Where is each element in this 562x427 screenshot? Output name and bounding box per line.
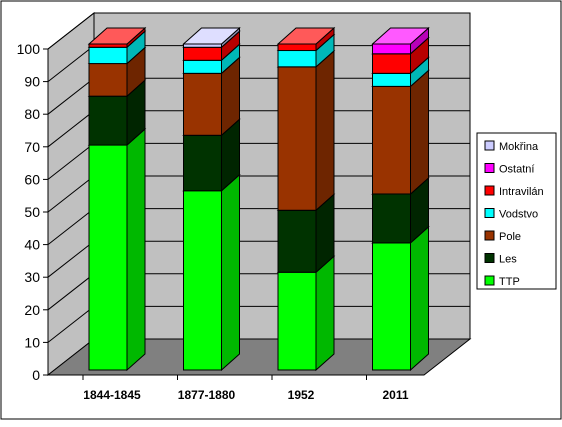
bar-segment: [182, 26, 241, 49]
y-axis-ticks: 0 10 20 30 40 50 60 70 80 90 100: [17, 41, 48, 383]
gridline: [47, 12, 470, 50]
bar-front: [88, 46, 128, 65]
legend-label: Intravilán: [499, 186, 544, 198]
y-tick-label: 60: [24, 171, 40, 187]
bar-top: [371, 27, 430, 45]
legend-swatch: [484, 230, 495, 241]
legend-label: TTP: [499, 276, 520, 288]
legend-swatch: [484, 208, 495, 218]
bar-stack: [87, 26, 147, 372]
bar-side: [126, 127, 146, 372]
bar-segment: [371, 225, 430, 372]
bar-front: [277, 209, 317, 273]
bar-front: [183, 72, 222, 136]
y-tick-label: 90: [24, 74, 40, 90]
legend-item: Pole: [484, 230, 521, 243]
bar-stack: [276, 26, 336, 372]
y-tick-label: 20: [24, 302, 40, 318]
y-tick-label: 10: [24, 334, 40, 350]
legend-label: Pole: [499, 231, 521, 243]
bar-front: [277, 43, 317, 52]
legend-item: TTP: [484, 275, 520, 288]
bar-segment: [276, 26, 336, 52]
legend-swatch: [484, 185, 495, 196]
bar-segment: [87, 26, 147, 49]
bar-segment: [371, 26, 430, 55]
bar-side: [315, 255, 335, 372]
bar-front: [372, 43, 411, 55]
bar-front: [372, 53, 411, 74]
y-tick-label: 100: [17, 41, 41, 57]
legend-swatch: [484, 275, 495, 286]
bar-front: [183, 134, 222, 192]
bar-top: [87, 27, 147, 45]
bar-segment: [182, 173, 241, 372]
bar-front: [277, 50, 317, 68]
legend-item: Ostatní: [484, 163, 534, 176]
legend-item: Les: [484, 253, 517, 266]
bar-front: [277, 271, 317, 371]
bar-front: [183, 46, 222, 61]
bar-front: [183, 59, 222, 74]
bar-top: [276, 27, 336, 45]
legend: Mokřina Ostatní Intravilán Vodstvo Pole Les TT…: [476, 132, 557, 290]
bar-segment: [87, 127, 147, 372]
legend-item: Mokřina: [484, 140, 539, 153]
bar-segment: [371, 69, 430, 196]
bar-front: [372, 72, 411, 87]
y-tick-label: 80: [24, 106, 40, 122]
bar-side: [410, 69, 429, 196]
y-tick-label: 30: [24, 269, 40, 285]
bar-side: [315, 49, 335, 212]
bars: [87, 26, 430, 372]
legend-label: Les: [499, 254, 517, 266]
bar-side: [221, 173, 240, 372]
bar-segment: [276, 255, 336, 372]
legend-swatch: [484, 253, 495, 263]
x-tick-label: 1952: [288, 388, 315, 402]
legend-label: Mokřina: [499, 141, 539, 153]
x-tick-label: 1877-1880: [178, 388, 236, 402]
bar-front: [88, 144, 128, 371]
y-tick-label: 0: [32, 367, 40, 383]
bar-front: [372, 193, 411, 244]
bar-front: [372, 85, 411, 195]
bar-side: [410, 225, 429, 372]
legend-item: Vodstvo: [484, 208, 538, 221]
bar-front: [88, 63, 128, 97]
legend-swatch: [484, 163, 495, 173]
bar-front: [277, 66, 317, 211]
x-tick-label: 2011: [382, 388, 408, 402]
x-tick-label: 1844-1845: [83, 388, 141, 402]
bar-stack: [182, 26, 241, 372]
y-tick-label: 50: [24, 204, 40, 220]
x-axis-ticks: 1844-1845 1877-1880 1952 2011: [82, 375, 409, 402]
legend-label: Vodstvo: [499, 209, 538, 221]
bar-front: [88, 95, 128, 146]
legend-label: Ostatní: [499, 164, 534, 176]
bar-top: [182, 27, 241, 45]
y-tick-label: 70: [24, 139, 40, 155]
legend-item: Intravilán: [484, 185, 544, 198]
legend-swatch: [484, 140, 495, 151]
bar-stack: [371, 26, 430, 372]
y-tick-label: 40: [24, 237, 40, 253]
bar-front: [183, 190, 222, 371]
bar-segment: [276, 49, 336, 212]
bar-front: [372, 242, 411, 371]
